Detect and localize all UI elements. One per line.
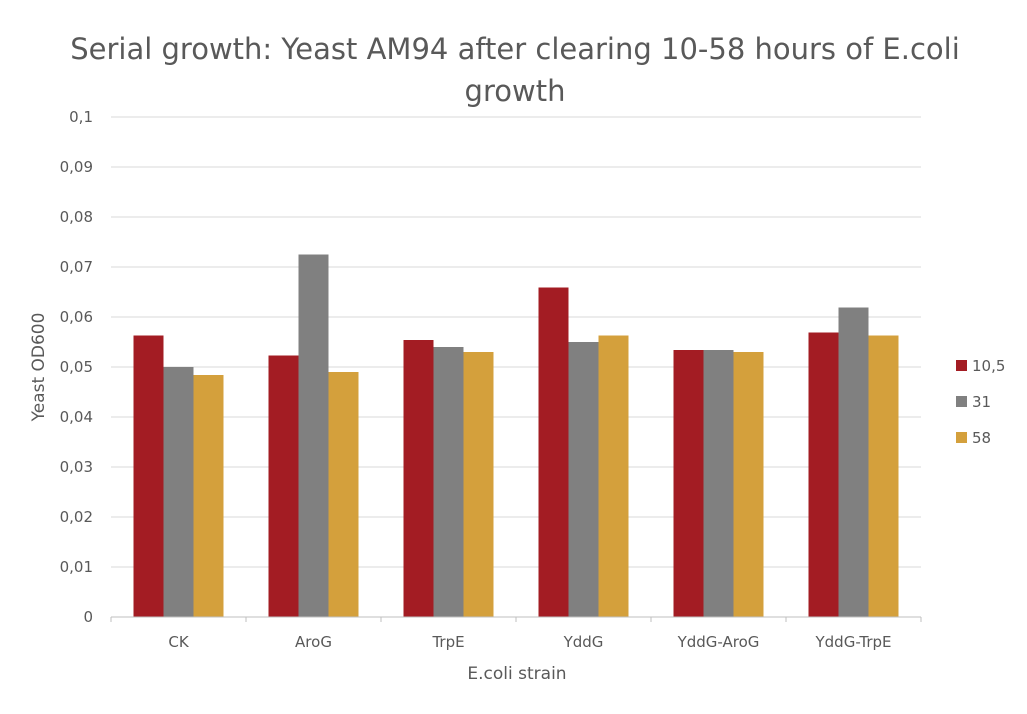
bar-yddg-arog-3 [733,352,764,617]
y-tick-label: 0,1 [69,108,93,126]
y-axis-title: Yeast OD600 [29,313,49,423]
legend-swatch [956,432,967,443]
x-tick-label: TrpE [431,633,464,651]
bar-yddg-1 [538,287,569,617]
bar-yddg-arog-1 [673,350,704,617]
bar-ck-1 [133,335,164,617]
y-tick-label: 0,08 [60,208,93,226]
y-tick-label: 0,02 [60,508,93,526]
bar-trpe-1 [403,340,434,617]
x-tick-label: YddG [563,633,604,651]
gridlines [111,116,921,568]
x-tick-label: AroG [295,633,332,651]
bar-trpe-3 [463,352,494,617]
y-tick-label: 0,07 [60,258,93,276]
y-tick-label: 0 [83,608,93,626]
bar-arog-1 [268,355,299,617]
x-tick-label: YddG-TrpE [815,633,892,651]
y-tick-label: 0,03 [60,458,93,476]
bar-yddg-trpe-3 [868,335,899,617]
y-tick-label: 0,09 [60,158,93,176]
bar-yddg-trpe-2 [838,307,869,617]
legend-swatch [956,360,967,371]
bar-ck-3 [193,375,224,617]
legend-label: 58 [972,429,991,447]
legend-label: 31 [972,393,991,411]
y-tick-label: 0,05 [60,358,93,376]
chart-title: Serial growth: Yeast AM94 after clearing… [70,32,960,108]
bars [133,254,899,617]
bar-trpe-2 [433,347,464,617]
legend-swatch [956,396,967,407]
bar-yddg-3 [598,335,629,617]
bar-arog-3 [328,372,359,617]
x-tick-label: CK [168,633,189,651]
y-tick-label: 0,01 [60,558,93,576]
axes: 0 0,01 0,02 0,03 0,04 0,05 0,06 0,07 0,08 0,09 0,1… [60,108,922,651]
bar-ck-2 [163,367,194,617]
y-tick-label: 0,06 [60,308,93,326]
bar-yddg-arog-2 [703,350,734,617]
legend-label: 10,5 [972,357,1005,375]
legend: 10,5 31 58 [956,357,1005,447]
bar-yddg-trpe-1 [808,332,839,617]
bar-arog-2 [298,254,329,617]
x-tick-label: YddG-AroG [677,633,760,651]
y-tick-label: 0,04 [60,408,93,426]
x-axis-title: E.coli strain [467,664,566,684]
bar-yddg-2 [568,342,599,617]
